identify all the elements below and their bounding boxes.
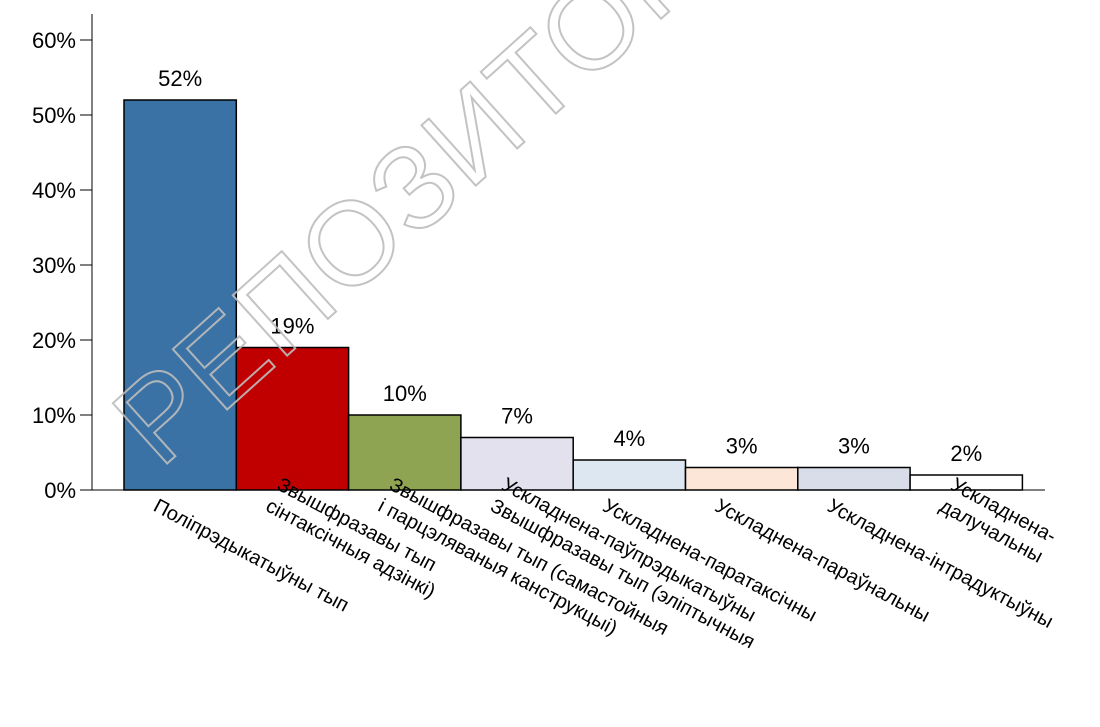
bar [572,459,687,491]
y-tick-label: 30% [32,253,76,278]
bar [123,99,238,491]
bar-value-label: 7% [501,404,533,429]
y-tick-label: 50% [32,103,76,128]
bar [797,466,911,491]
bar-value-label: 19% [270,314,314,339]
bar-value-label: 2% [950,441,982,466]
bar-value-label: 52% [158,66,202,91]
bar-value-label: 4% [613,426,645,451]
y-tick-label: 10% [32,403,76,428]
value-labels: 52% 19% 10% 7% 4% 3% 3% 2% [158,66,982,466]
bar [235,346,350,491]
y-tick-label: 0% [44,478,76,503]
bars [123,99,1024,491]
y-tick-label: 60% [32,28,76,53]
bar [684,466,799,491]
bar-value-label: 3% [838,434,870,459]
y-tick-label: 20% [32,328,76,353]
bar-value-label: 3% [726,434,758,459]
bar-value-label: 10% [383,381,427,406]
y-axis-ticks: 0% 10% 20% 30% 40% 50% 60% [32,28,92,503]
y-tick-label: 40% [32,178,76,203]
